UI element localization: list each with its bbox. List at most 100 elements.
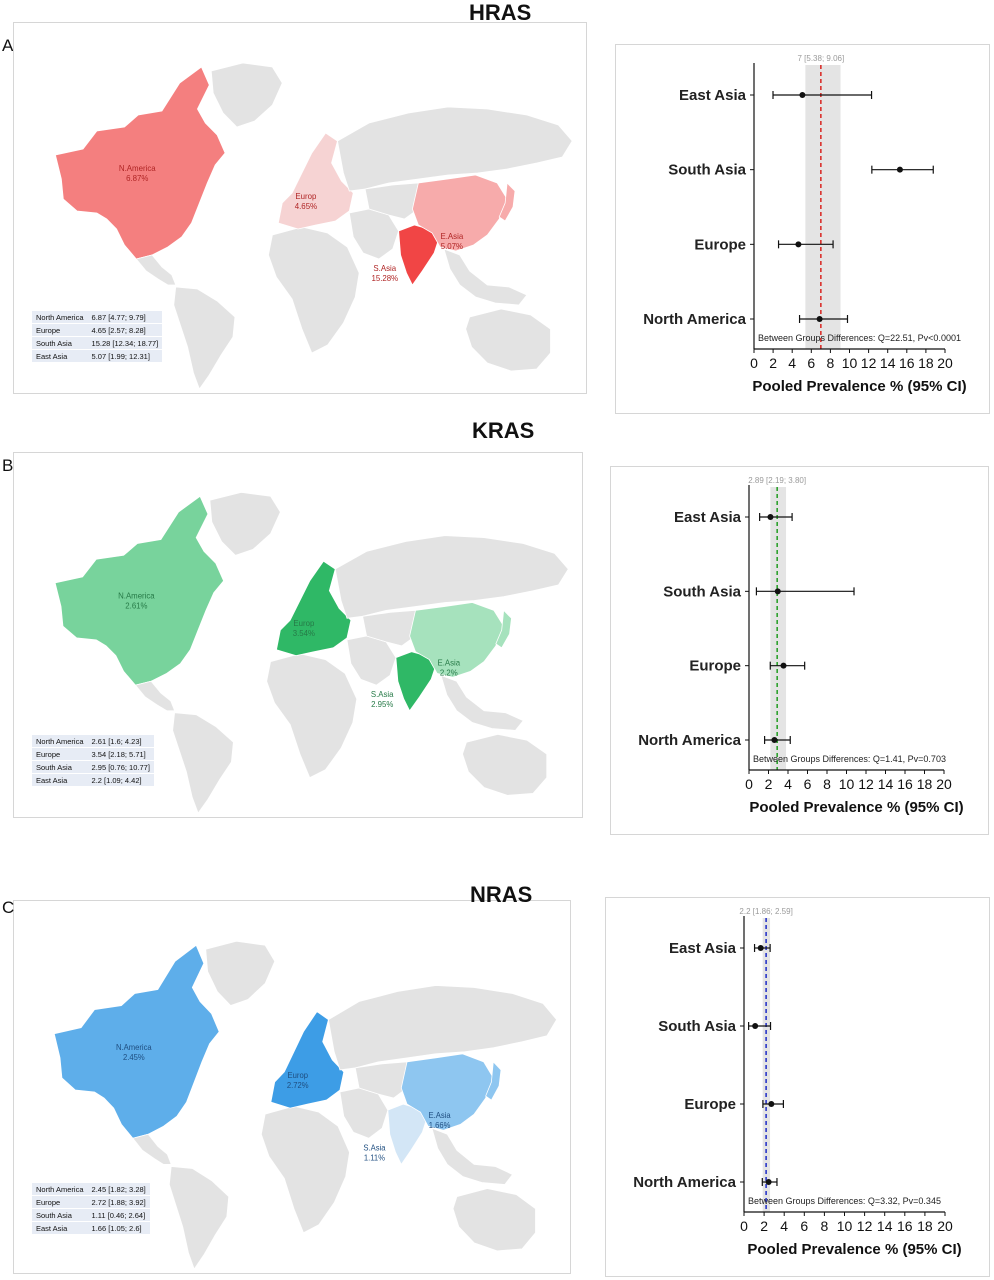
table-row: South Asia 1.11 [0.46; 2.64] [32, 1208, 150, 1222]
australia-shape [452, 1188, 536, 1252]
prevalence-table: North America 2.45 [1.82; 3.28] Europe 2.72… [32, 1183, 150, 1235]
region-cell: South Asia [32, 1208, 88, 1222]
x-tick-label: 12 [861, 355, 877, 371]
value-cell: 6.87 [4.77; 9.79] [87, 311, 163, 324]
x-tick-label: 10 [842, 355, 858, 371]
table-row: Europe 2.72 [1.88; 3.92] [32, 1195, 150, 1209]
x-tick-label: 8 [827, 355, 835, 371]
region-label-namerica: N.America [116, 1043, 152, 1052]
japan-shape [495, 609, 512, 649]
central-asia-shape [354, 1061, 408, 1099]
east-asia-shape [412, 174, 508, 252]
point-estimate [752, 1023, 759, 1029]
panel-letter-b: B [2, 456, 14, 475]
x-tick-label: 0 [745, 776, 753, 792]
region-value-southasia: 15.28% [371, 274, 398, 283]
x-tick-label: 16 [897, 776, 913, 792]
region-cell: North America [32, 735, 88, 748]
x-tick-label: 16 [897, 1218, 913, 1234]
middle-east-shape [348, 208, 400, 260]
region-value-europe: 3.54% [293, 629, 315, 638]
region-value-eastasia: 1.66% [429, 1121, 451, 1130]
x-tick-label: 2 [760, 1218, 768, 1234]
north-america-shape [53, 944, 220, 1139]
value-cell: 2.45 [1.82; 3.28] [87, 1183, 150, 1196]
east-asia-shape [409, 602, 505, 678]
x-tick-label: 20 [937, 355, 953, 371]
x-tick-label: 8 [821, 1218, 829, 1234]
category-label: South Asia [668, 162, 746, 179]
table-row: East Asia 2.2 [1.09; 4.42] [32, 773, 154, 787]
region-value-namerica: 2.61% [125, 601, 147, 610]
region-label-eastasia: E.Asia [438, 658, 461, 667]
australia-shape [465, 308, 551, 372]
africa-shape [266, 653, 358, 779]
middle-east-shape [339, 1087, 389, 1139]
region-value-eastasia: 2.2% [440, 668, 458, 677]
point-estimate [816, 316, 823, 322]
x-axis-title: Pooled Prevalence % (95% CI) [749, 799, 963, 816]
region-cell: East Asia [32, 349, 88, 363]
x-tick-label: 12 [858, 776, 874, 792]
north-america-shape [54, 66, 226, 260]
central-america-shape [135, 254, 177, 286]
category-label: East Asia [669, 940, 737, 957]
x-tick-label: 6 [804, 776, 812, 792]
x-tick-label: 18 [918, 355, 934, 371]
point-estimate [771, 737, 778, 743]
north-america-shape [54, 495, 225, 686]
point-estimate [757, 945, 764, 951]
region-label-europe: Europ [288, 1071, 309, 1080]
x-tick-label: 18 [917, 1218, 933, 1234]
south-america-shape [173, 286, 236, 390]
south-america-shape [172, 712, 234, 814]
category-label: South Asia [658, 1018, 736, 1035]
central-asia-shape [362, 609, 416, 647]
x-axis-title: Pooled Prevalence % (95% CI) [752, 378, 966, 395]
table-row: East Asia 1.66 [1.05; 2.6] [32, 1221, 150, 1235]
southeast-asia-shape [443, 248, 528, 306]
region-label-southasia: S.Asia [373, 264, 396, 273]
europe-shape [277, 132, 354, 230]
gene-title-hras: HRAS [469, 0, 532, 25]
point-estimate [799, 92, 806, 98]
region-label-southasia: S.Asia [363, 1143, 386, 1152]
region-cell: South Asia [32, 336, 88, 350]
region-label-namerica: N.America [119, 164, 156, 173]
table-row: Europe 3.54 [2.18; 5.71] [32, 747, 154, 761]
value-cell: 1.11 [0.46; 2.64] [87, 1208, 150, 1222]
category-label: East Asia [674, 509, 742, 526]
central-america-shape [134, 680, 176, 712]
x-tick-label: 14 [877, 1218, 893, 1234]
europe-shape [276, 560, 352, 657]
region-value-eastasia: 5.07% [441, 242, 463, 251]
table-row: South Asia 2.95 [0.76; 10.77] [32, 760, 154, 774]
region-cell: East Asia [32, 1221, 88, 1235]
x-tick-label: 6 [800, 1218, 808, 1234]
x-tick-label: 10 [839, 776, 855, 792]
region-cell: North America [32, 311, 88, 324]
region-value-southasia: 1.11% [364, 1153, 385, 1162]
table-row: North America 2.61 [1.6; 4.23] [32, 735, 154, 748]
pooled-estimate-label: 2.89 [2.19; 3.80] [748, 476, 806, 485]
world-map-kras: N.America 2.61% Europ 3.54% E.Asia 2.2% S.Asia… [13, 452, 583, 818]
region-value-namerica: 6.87% [126, 174, 148, 183]
x-tick-label: 20 [936, 776, 952, 792]
x-tick-label: 4 [788, 355, 796, 371]
greenland-shape [210, 62, 283, 128]
point-estimate [896, 166, 903, 173]
region-label-southasia: S.Asia [371, 690, 394, 699]
point-estimate [780, 662, 787, 669]
europe-shape [270, 1011, 345, 1109]
x-axis-title: Pooled Prevalence % (95% CI) [747, 1241, 961, 1258]
australia-shape [462, 733, 548, 796]
x-tick-label: 20 [937, 1218, 953, 1234]
x-tick-label: 2 [765, 776, 773, 792]
table-row: North America 2.45 [1.82; 3.28] [32, 1183, 150, 1196]
point-estimate [765, 1179, 772, 1185]
region-cell: East Asia [32, 773, 88, 787]
region-label-eastasia: E.Asia [429, 1111, 452, 1120]
